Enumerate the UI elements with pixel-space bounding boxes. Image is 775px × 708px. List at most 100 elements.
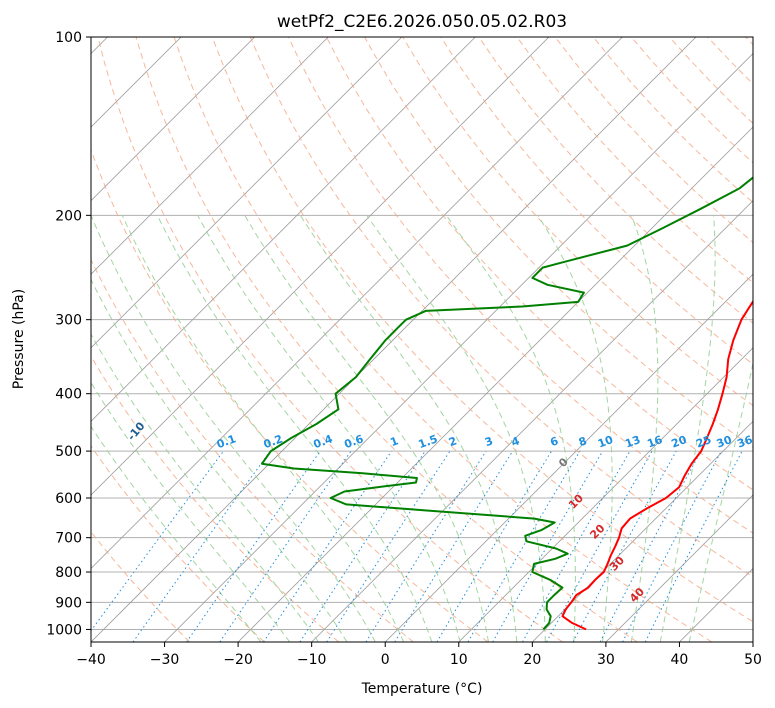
mixing-ratio-line: [219, 450, 352, 642]
mixing-ratio-line: [436, 450, 552, 642]
moist-adiabat: [537, 215, 613, 642]
isotherm--100: [91, 37, 255, 202]
dry-adiabat: [478, 37, 753, 324]
dry-adiabat: [91, 258, 414, 642]
isotherm--20: [237, 126, 753, 642]
plot-area: -100-90-80-70-60-50-40-30-20-10010203040…: [91, 37, 754, 642]
x-tick-label: −40: [76, 652, 106, 668]
y-tick-label: 500: [55, 444, 82, 460]
moist-adiabat: [244, 215, 489, 642]
mixing-ratio-line: [299, 450, 426, 642]
y-tick-label: 700: [55, 531, 82, 547]
moist-adiabat: [91, 381, 291, 642]
mixing-ratio-line: [394, 450, 514, 642]
isotherm--60: [91, 37, 550, 496]
x-tick-label: 0: [381, 652, 390, 668]
isotherm-40: [679, 567, 753, 642]
y-axis-ticks: 1000 900 800 700 600 500 400 300 200 100: [46, 30, 91, 638]
dry-adiabat: [516, 37, 753, 284]
dry-adiabat: [745, 37, 753, 46]
dewpoint-profile-line: [261, 176, 753, 631]
y-tick-label: 1000: [46, 622, 82, 638]
dry-adiabat: [173, 37, 713, 642]
y-tick-label: 900: [55, 595, 82, 611]
isotherm-0: [384, 273, 753, 642]
mixing-ratio-label: 4: [510, 434, 522, 449]
mixing-ratio-line: [599, 450, 702, 642]
moist-adiabat: [688, 361, 753, 642]
x-tick-label: 20: [523, 652, 541, 668]
y-tick-label: 400: [55, 387, 82, 403]
isotherm-10: [458, 347, 753, 642]
dry-adiabat: [91, 148, 489, 642]
chart-title: wetPf2_C2E6.2026.050.05.02.R03: [277, 12, 567, 32]
moist-adiabat: [91, 425, 262, 642]
pressure-gridlines: [91, 37, 753, 630]
y-tick-label: 800: [55, 565, 82, 581]
mixing-ratio-line: [572, 450, 677, 642]
moist-adiabat: [630, 215, 659, 642]
x-tick-label: 10: [450, 652, 468, 668]
x-tick-label: −20: [223, 652, 253, 668]
moist-adiabat: [91, 333, 319, 642]
isotherm-30: [605, 494, 753, 642]
dry-adiabat: [249, 37, 753, 578]
dry-adiabat: [91, 355, 340, 642]
mixing-ratio-label: 25: [694, 433, 713, 450]
isotherms: [91, 37, 753, 642]
dry-adiabat: [287, 37, 753, 534]
dry-adiabat: [91, 531, 191, 642]
isotherm-50: [752, 641, 753, 642]
dry-adiabat: [97, 37, 563, 642]
mixing-ratio-label: 30: [715, 433, 734, 451]
mixing-ratio-label: 20: [670, 433, 689, 451]
y-tick-label: 600: [55, 491, 82, 507]
mixing-ratio-line: [263, 450, 392, 642]
x-axis-ticks: −40 −30 −20 −10 0 10 20 30 40 50: [76, 642, 762, 668]
mixing-ratio-line: [467, 450, 581, 642]
moist-adiabat-label: 0: [556, 455, 571, 470]
y-tick-label: 300: [55, 313, 82, 329]
dry-adiabat-label: -10: [125, 419, 148, 443]
sounding-series: [261, 176, 753, 631]
temperature-profile-line: [561, 299, 753, 631]
mixing-ratio-label: 6: [548, 434, 560, 449]
moist-adiabat: [91, 215, 376, 642]
dry-adiabat: [91, 445, 265, 642]
isotherm--50: [91, 37, 623, 570]
dry-adiabat: [669, 37, 753, 125]
mixing-ratio-label: 16: [645, 433, 664, 451]
dry-adiabat: [326, 37, 753, 491]
x-axis-title: Temperature (°C): [361, 681, 483, 697]
moist-adiabat: [366, 215, 546, 642]
moist-adiabat: [121, 215, 405, 642]
dry-adiabat: [592, 37, 753, 204]
dry-adiabat: [554, 37, 753, 244]
mixing-ratio-line: [546, 450, 653, 642]
isotherm--10: [311, 200, 753, 642]
moist-adiabat: [659, 215, 716, 642]
x-tick-label: −10: [297, 652, 327, 668]
mixing-ratio-label: 8: [577, 434, 589, 449]
isotherm-20: [532, 420, 753, 642]
isotherm--80: [91, 37, 403, 349]
mixing-ratio-label: 0.2: [262, 432, 285, 451]
dry-adiabat: [707, 37, 753, 85]
mixing-ratio-line: [326, 450, 451, 642]
isotherm--40: [91, 37, 697, 642]
mixing-ratio-line: [365, 450, 487, 642]
moist-adiabat: [91, 278, 348, 642]
mixing-ratio-label: 10: [596, 433, 615, 451]
moist-adiabats: [91, 215, 753, 642]
moist-adiabat: [197, 215, 461, 642]
x-tick-label: 30: [597, 652, 615, 668]
mixing-ratio-line: [186, 450, 321, 642]
isotherm--90: [91, 37, 329, 275]
x-tick-label: −30: [150, 652, 180, 668]
mixing-ratio-label: 0.4: [312, 432, 335, 451]
mixing-ratio-label: 36: [735, 433, 754, 451]
mixing-ratio-lines: [91, 450, 743, 642]
mixing-ratio-label: 0.1: [215, 432, 238, 451]
reference-line-labels: -100-90-80-70-60-50-40-30-20-10010203040…: [125, 419, 754, 605]
